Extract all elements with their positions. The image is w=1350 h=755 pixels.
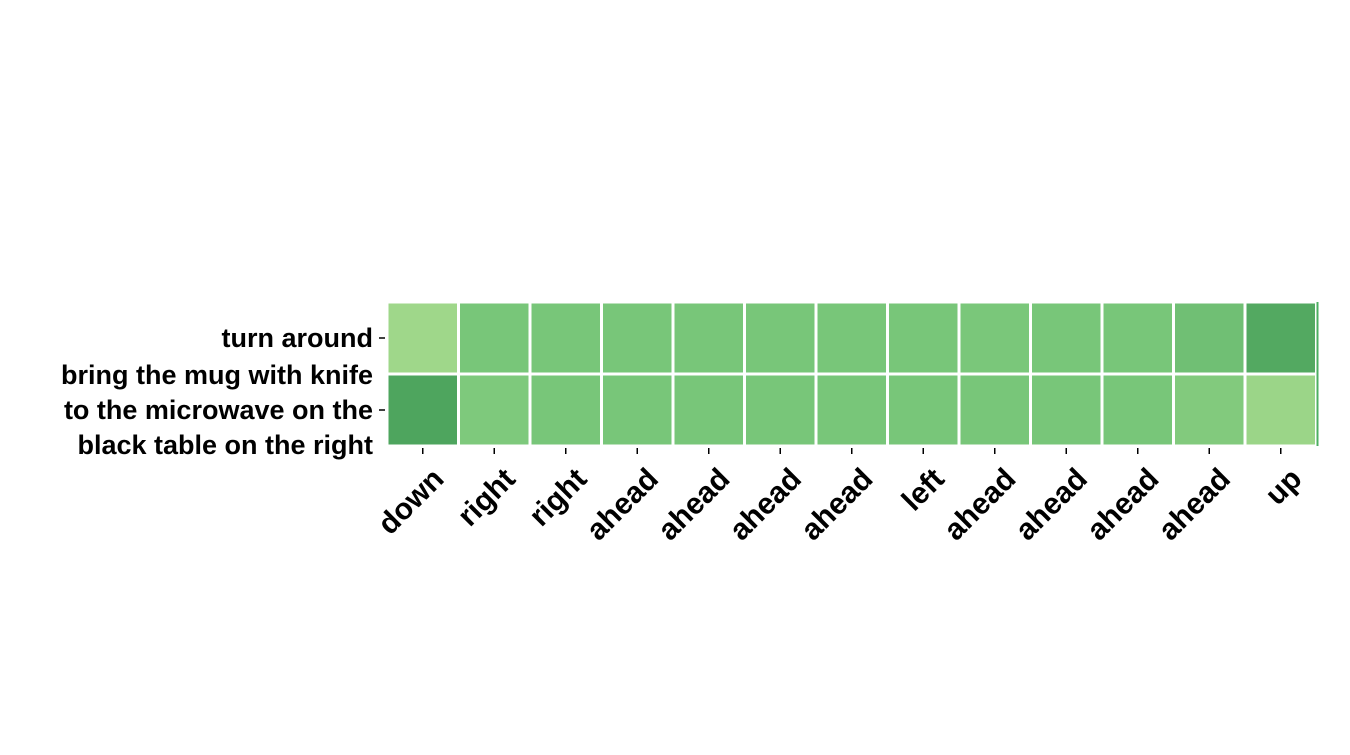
heatmap-cell [531,303,600,373]
y-tick-label: black table on the right [77,430,373,460]
x-tick-label: ahead [938,462,1023,547]
heatmap-cell [1175,303,1244,373]
x-tick-label: ahead [723,462,808,547]
heatmap-cell [674,375,743,445]
heatmap-cell [460,303,529,373]
heatmap-cell [1175,375,1244,445]
heatmap-cell [603,375,672,445]
heatmap-cell [1032,303,1101,373]
x-tick-label: ahead [1152,462,1237,547]
y-tick-label: turn around [222,323,373,353]
heatmap-cell [889,375,958,445]
heatmap-cell [1103,303,1172,373]
heatmap-cell [603,303,672,373]
x-tick-label: ahead [1081,462,1166,547]
x-tick-label: ahead [580,462,665,547]
heatmap-cell [1246,303,1315,373]
y-tick-label: bring the mug with knife [61,360,373,390]
heatmap-cell [531,375,600,445]
heatmap-cell [746,303,815,373]
heatmap-cell [1032,375,1101,445]
heatmap-cell [746,375,815,445]
heatmap-cell [889,303,958,373]
x-tick-label: right [451,462,521,532]
heatmap-cell [674,303,743,373]
heatmap-cell [1103,375,1172,445]
heatmap-cell [388,375,457,445]
x-tick-label: down [372,462,451,541]
x-tick-label: ahead [1009,462,1094,547]
heatmap-cell [388,303,457,373]
y-tick-label: to the microwave on the [64,395,373,425]
heatmap-cell [960,303,1029,373]
heatmap-cell [1246,375,1315,445]
heatmap-cell [817,375,886,445]
x-tick-label: ahead [652,462,737,547]
heatmap-cell [460,375,529,445]
heatmap-cell [960,375,1029,445]
x-tick-label: up [1259,462,1308,511]
x-tick-label: ahead [795,462,880,547]
x-tick-label: left [896,462,951,517]
heatmap-cell [817,303,886,373]
